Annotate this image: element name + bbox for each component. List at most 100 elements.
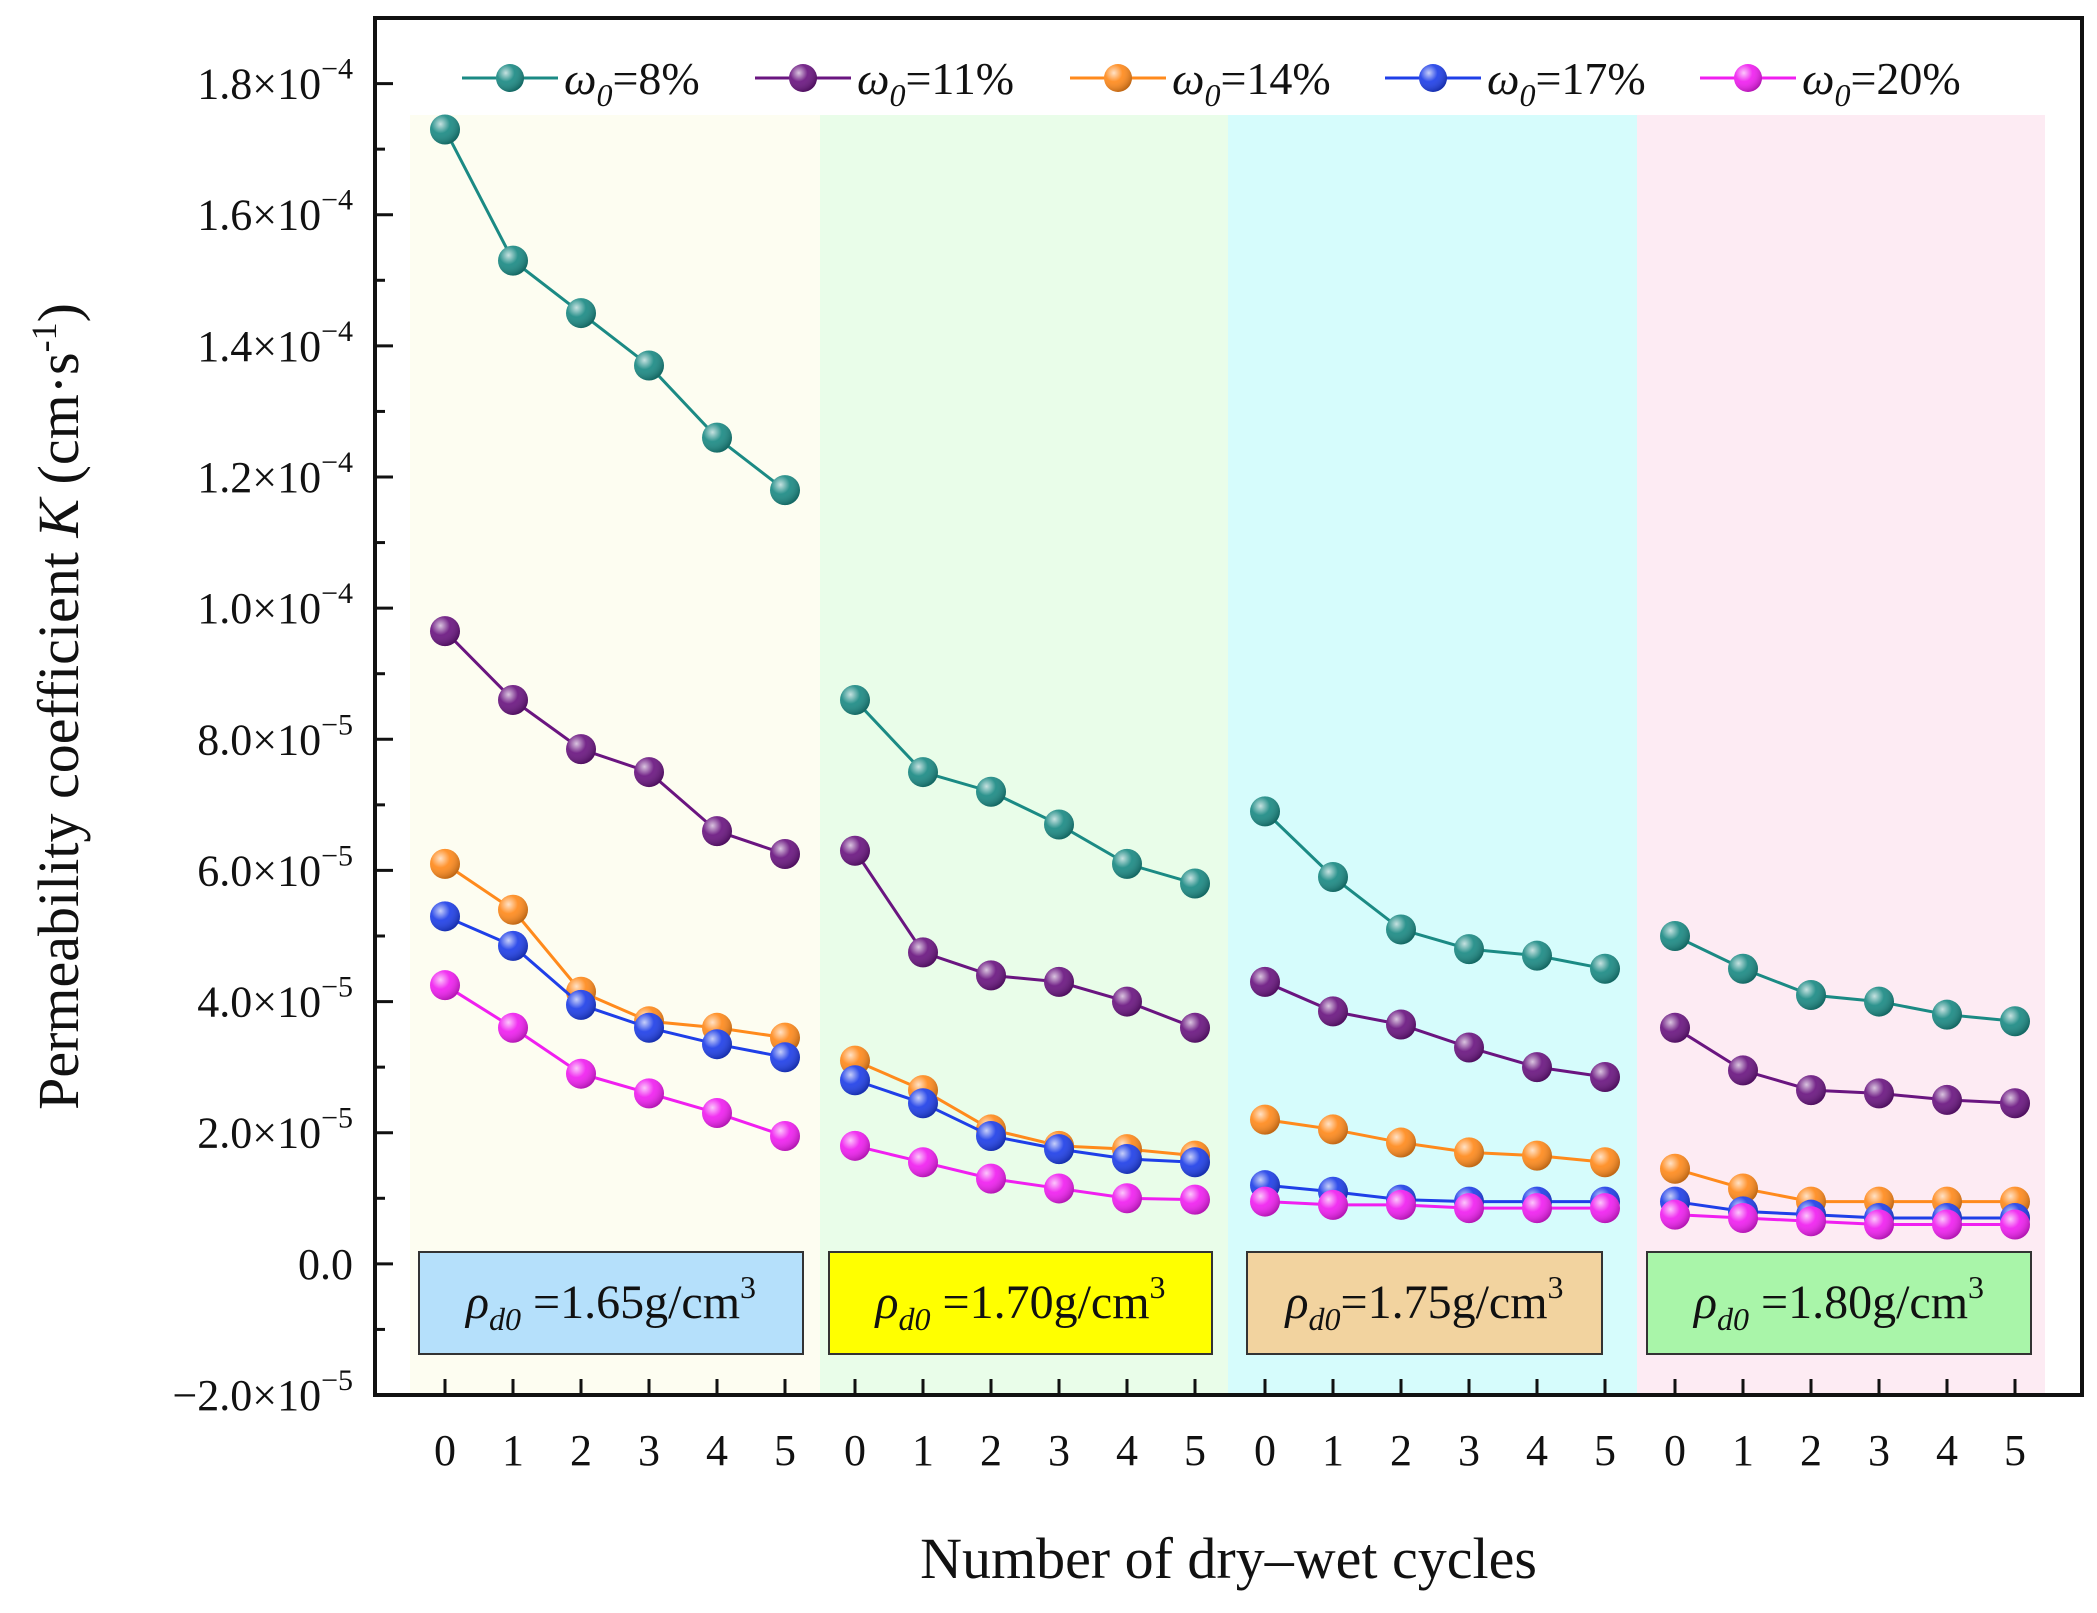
x-tick-label: 4 xyxy=(1116,1426,1138,1475)
point-highlight xyxy=(1250,1104,1280,1135)
y-tick-label-9: 1.6×10−4 xyxy=(197,184,353,240)
point-highlight xyxy=(1796,980,1826,1011)
legend: ω0=8% ω0=11% ω0=14% ω0=17% ω0=20% xyxy=(462,53,1961,113)
point-highlight xyxy=(1660,1012,1690,1043)
y-tick-label-5: 8.0×10−5 xyxy=(197,708,353,764)
density-label-text: ρd0 =1.65g/cm3 xyxy=(464,1269,756,1337)
y-tick-mantissa: 1.0×10 xyxy=(197,584,321,633)
x-tick-label: 0 xyxy=(844,1426,866,1475)
y-tick-label-6: 1.0×10−4 xyxy=(197,577,353,633)
omega-symbol: ω xyxy=(857,53,889,104)
point-highlight xyxy=(1112,1143,1142,1174)
point-highlight xyxy=(908,937,938,968)
y-tick-label-7: 1.2×10−4 xyxy=(197,446,353,502)
point-highlight xyxy=(1386,1009,1416,1040)
x-tick-label: 4 xyxy=(706,1426,728,1475)
point-highlight xyxy=(2000,1006,2030,1037)
legend-value: =20% xyxy=(1850,53,1960,104)
y-tick-mantissa: 1.4×10 xyxy=(197,322,321,371)
legend-value: =17% xyxy=(1535,53,1645,104)
point-highlight xyxy=(566,734,596,765)
point-highlight xyxy=(498,894,528,925)
y-tick-mantissa: 6.0×10 xyxy=(197,846,321,895)
density-value: =1.75g/cm xyxy=(1341,1276,1548,1329)
legend-label: ω0=8% xyxy=(564,53,700,113)
y-tick-exponent: −4 xyxy=(321,184,353,217)
point-highlight xyxy=(1454,934,1484,965)
omega-symbol: ω xyxy=(564,53,596,104)
x-tick-label: 0 xyxy=(1664,1426,1686,1475)
y-tick-mantissa: 0.0 xyxy=(298,1240,353,1289)
y-tick-mantissa: 1.6×10 xyxy=(197,191,321,240)
point-highlight xyxy=(1932,1209,1962,1240)
point-highlight xyxy=(1044,809,1074,840)
density-value: =1.80g/cm xyxy=(1749,1276,1968,1329)
legend-marker-highlight xyxy=(1734,64,1762,92)
point-highlight xyxy=(2000,1209,2030,1240)
point-highlight xyxy=(1180,868,1210,899)
y-tick-mantissa: 1.2×10 xyxy=(197,453,321,502)
point-highlight xyxy=(1044,1134,1074,1165)
plot-frame xyxy=(373,16,2084,1397)
x-tick-label: 3 xyxy=(1458,1426,1480,1475)
x-tick-label: 2 xyxy=(980,1426,1002,1475)
point-highlight xyxy=(634,1012,664,1043)
point-highlight xyxy=(1728,1055,1758,1086)
point-highlight xyxy=(1044,966,1074,997)
point-highlight xyxy=(1728,953,1758,984)
point-highlight xyxy=(1522,1140,1552,1171)
density-label-box xyxy=(1246,1251,1603,1355)
point-highlight xyxy=(1318,996,1348,1027)
point-highlight xyxy=(1386,1127,1416,1158)
legend-value: =8% xyxy=(612,53,699,104)
omega-symbol: ω xyxy=(1802,53,1834,104)
series-layer xyxy=(430,114,2030,1240)
x-tick-label: 1 xyxy=(502,1426,524,1475)
region-2 xyxy=(820,115,1228,1393)
legend-label: ω0=17% xyxy=(1487,53,1646,113)
y-tick-exponent: −5 xyxy=(321,708,353,741)
y-tick-label-0: −2.0×10−5 xyxy=(172,1364,353,1420)
point-highlight xyxy=(1318,861,1348,892)
y-axis-title-prefix: Permeability coefficient xyxy=(26,538,91,1110)
x-tick-label: 2 xyxy=(1800,1426,1822,1475)
rho-symbol: ρ xyxy=(1692,1276,1717,1329)
density-label-text: ρd0=1.75g/cm3 xyxy=(1283,1269,1563,1337)
x-tick-label: 3 xyxy=(638,1426,660,1475)
point-highlight xyxy=(1590,953,1620,984)
point-highlight xyxy=(634,350,664,381)
region-4 xyxy=(1637,115,2045,1393)
point-highlight xyxy=(1250,966,1280,997)
point-highlight xyxy=(498,930,528,961)
point-highlight xyxy=(770,1120,800,1151)
point-highlight xyxy=(1386,914,1416,945)
point-highlight xyxy=(1180,1184,1210,1215)
y-axis-title-symbol: K xyxy=(26,496,91,539)
x-tick-label: 1 xyxy=(1732,1426,1754,1475)
point-highlight xyxy=(1864,1209,1894,1240)
background-regions xyxy=(410,115,2045,1393)
y-axis-title: Permeability coefficient K (cm·s-1) xyxy=(24,303,91,1110)
point-highlight xyxy=(566,298,596,329)
point-highlight xyxy=(702,816,732,847)
point-highlight xyxy=(1932,1084,1962,1115)
y-tick-exponent: −5 xyxy=(321,971,353,1004)
legend-label: ω0=11% xyxy=(857,53,1014,113)
y-tick-exponent: −4 xyxy=(321,315,353,348)
point-highlight xyxy=(702,1029,732,1060)
y-tick-label-4: 6.0×10−5 xyxy=(197,839,353,895)
y-axis-title-unit-exp: -1 xyxy=(24,322,64,352)
point-highlight xyxy=(1250,1186,1280,1217)
legend-label: ω0=20% xyxy=(1802,53,1961,113)
point-highlight xyxy=(1180,1147,1210,1178)
point-highlight xyxy=(498,684,528,715)
point-highlight xyxy=(840,1065,870,1096)
density-label-1: ρd0 =1.65g/cm3 xyxy=(418,1251,804,1355)
rho-symbol: ρ xyxy=(873,1276,898,1329)
series-1 xyxy=(430,114,2030,1037)
y-tick-exponent: −5 xyxy=(321,839,353,872)
rho-subscript: d0 xyxy=(1717,1301,1749,1337)
omega-subscript: 0 xyxy=(596,77,612,113)
